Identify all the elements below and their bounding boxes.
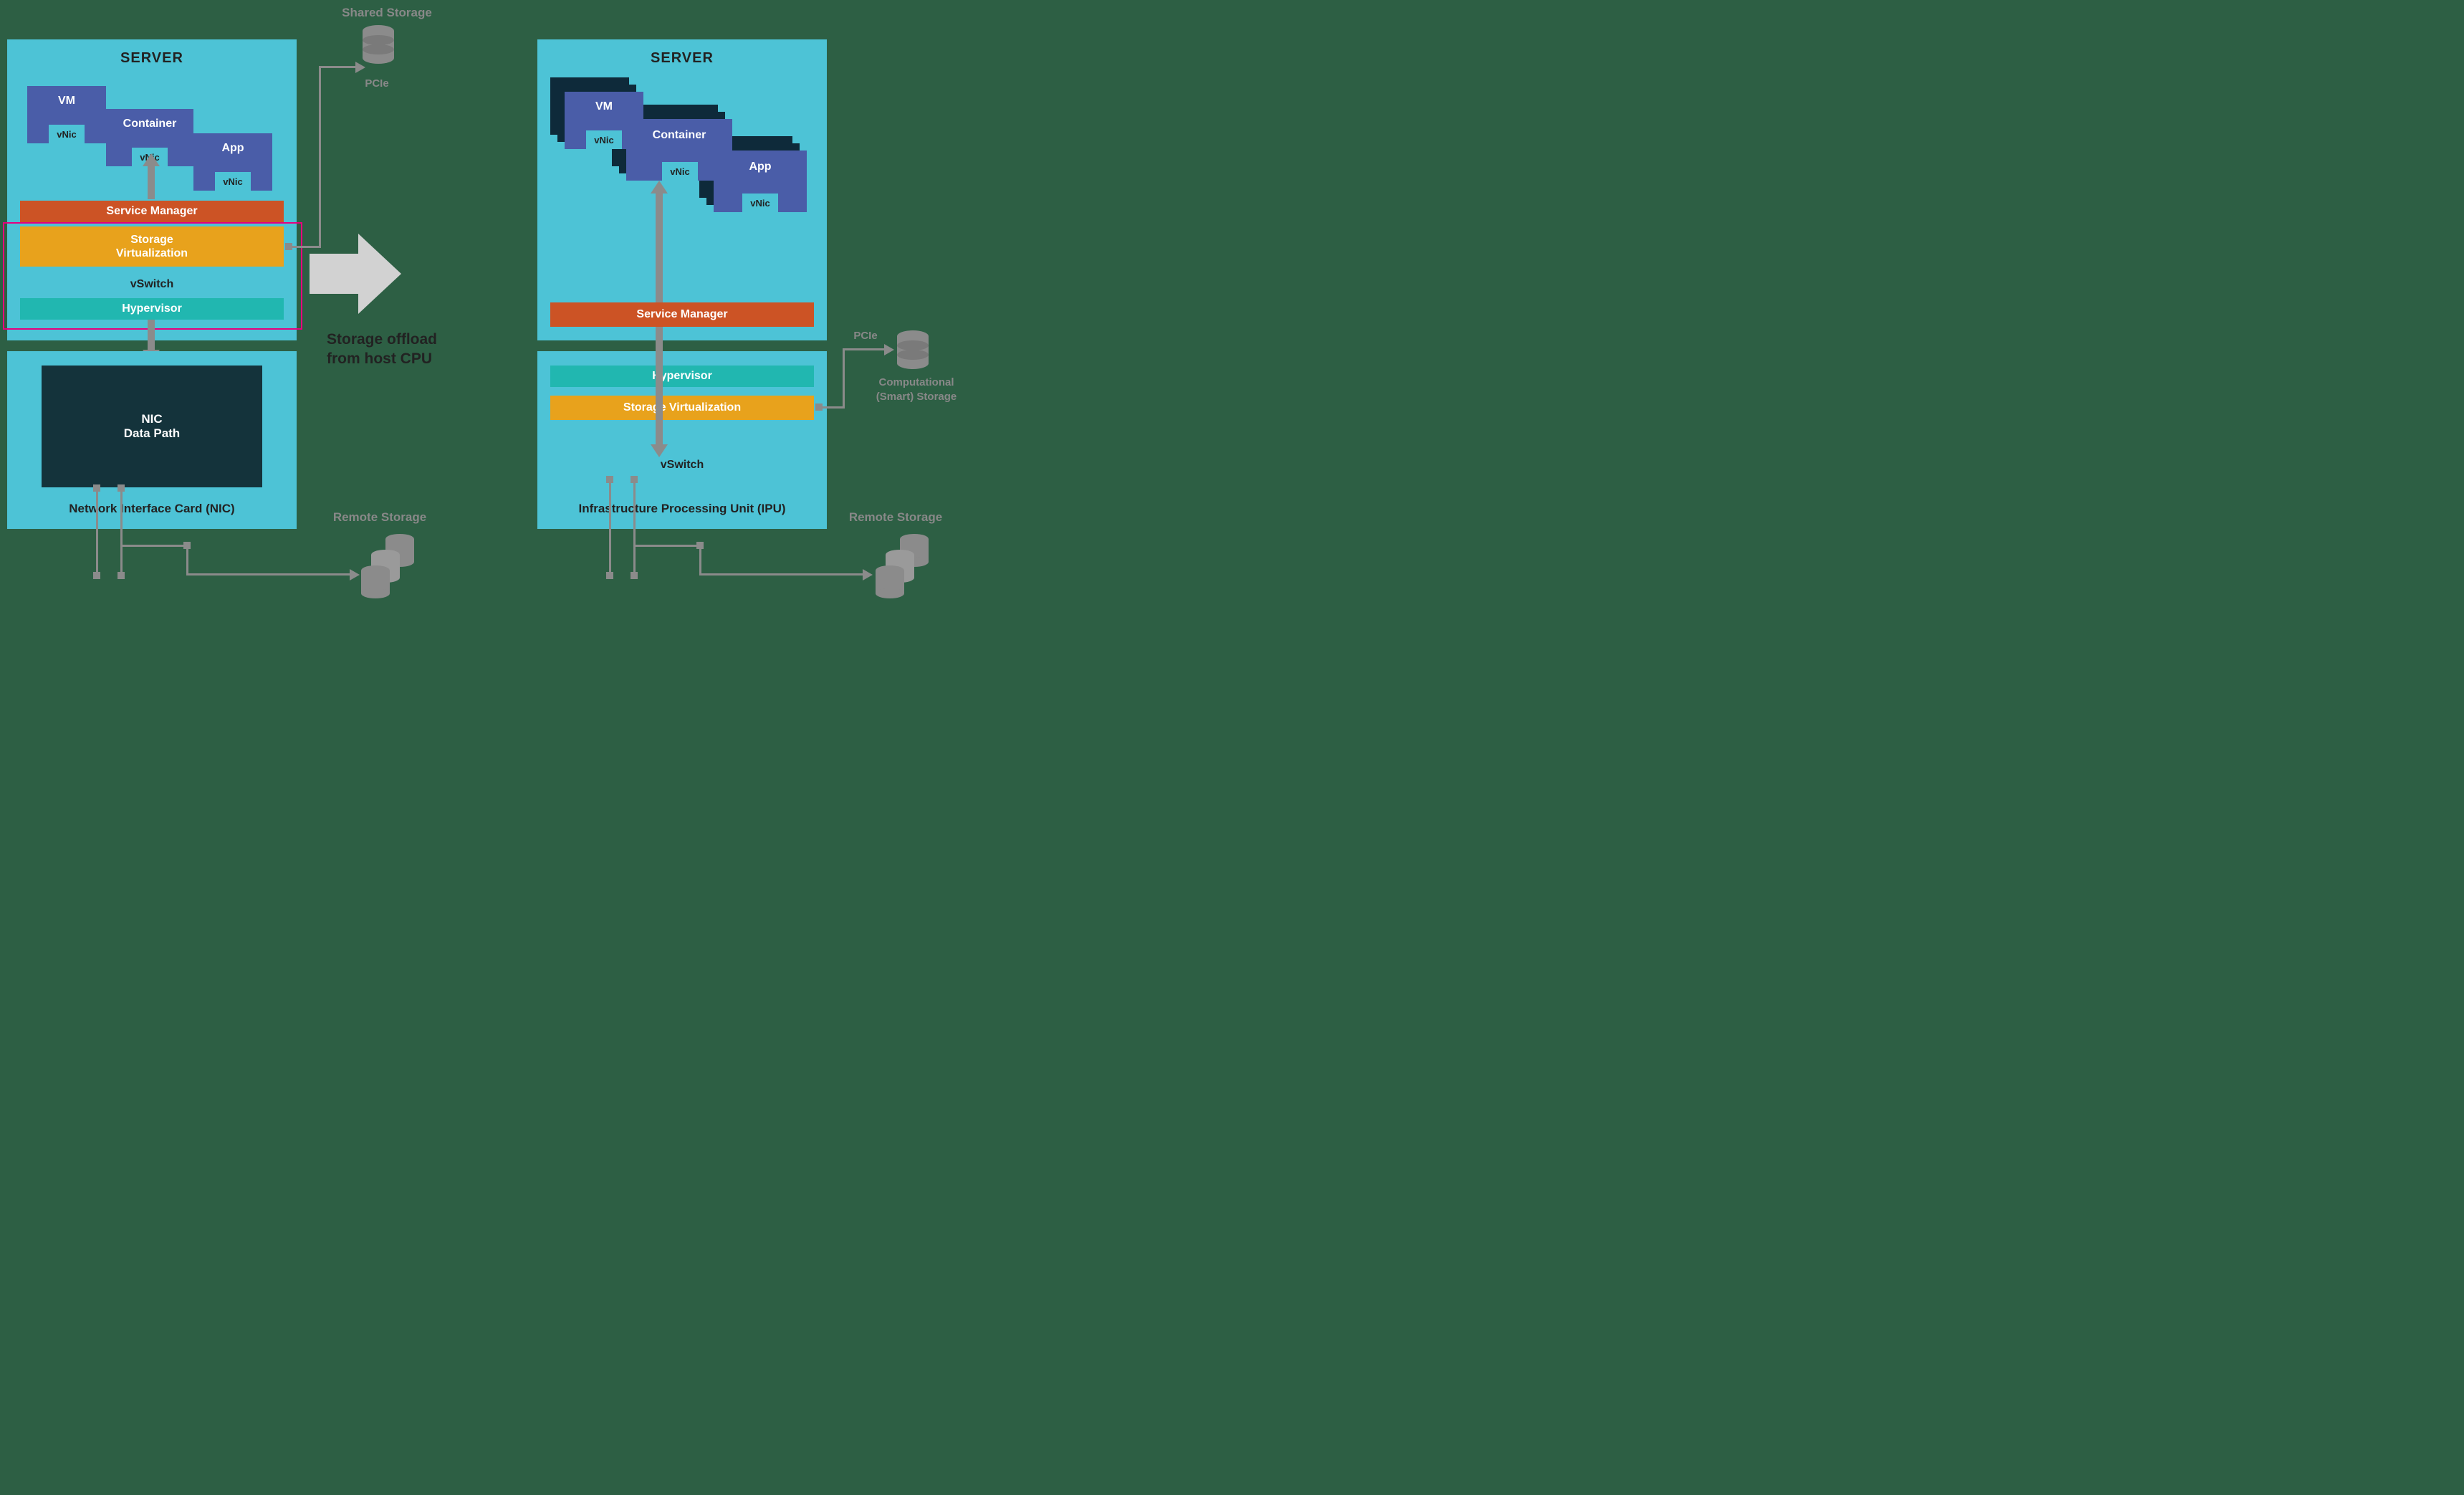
left-port1-end (93, 572, 100, 579)
right-vswitch: vSwitch (550, 459, 814, 472)
right-hypervisor: Hypervisor (550, 366, 814, 387)
left-app: App vNic (193, 133, 272, 191)
left-container-label: Container (106, 118, 193, 130)
left-sv-conn-arrow (355, 62, 365, 73)
right-container-label: Container (626, 129, 732, 142)
right-port2-sq (631, 476, 638, 483)
left-server-title: SERVER (7, 50, 297, 67)
right-smart-storage-l2: (Smart) Storage (876, 391, 957, 403)
left-port2-sq (118, 484, 125, 492)
right-server-title: SERVER (537, 50, 827, 67)
right-port1-v (609, 479, 611, 573)
left-app-vnic: vNic (215, 172, 251, 191)
right-app-vnic: vNic (742, 194, 778, 212)
left-nic-l2: Data Path (124, 426, 180, 441)
right-ipu-title: Infrastructure Processing Unit (IPU) (537, 502, 827, 516)
right-remote-branch-h0 (633, 545, 701, 547)
left-port2-v (120, 487, 123, 573)
right-sv-conn-node (815, 403, 823, 411)
left-nic-title: Network Interface Card (NIC) (7, 502, 297, 516)
right-port1-sq (606, 476, 613, 483)
right-sv-conn-arrow (884, 344, 894, 355)
right-smart-storage-l1: Computational (879, 376, 954, 388)
left-highlight-box (3, 222, 302, 330)
right-remote-arrow (863, 569, 873, 581)
left-service-manager: Service Manager (20, 201, 284, 222)
pcie-label-left: PCIe (355, 77, 398, 90)
left-sv-conn-node (285, 243, 292, 250)
left-port1-v (96, 487, 98, 573)
right-container-vnic: vNic (662, 162, 698, 181)
right-service-manager: Service Manager (550, 302, 814, 327)
right-arrow-to-vswitch-head (651, 444, 668, 457)
right-sv-conn-h2 (843, 348, 886, 350)
right-app-label: App (714, 161, 807, 173)
right-sv-conn-h (823, 406, 844, 409)
left-app-label: App (193, 142, 272, 155)
right-sv-conn-v (843, 348, 845, 409)
left-vm-label: VM (27, 95, 106, 108)
right-port2-v (633, 479, 636, 573)
left-remote-branch-h (186, 573, 351, 575)
left-remote-branch-v (186, 545, 188, 575)
left-vm: VM vNic (27, 86, 106, 143)
left-remote-storage-label: Remote Storage (315, 510, 444, 525)
right-arrow-to-vswitch (656, 327, 663, 446)
right-port1-end (606, 572, 613, 579)
left-port1-sq (93, 484, 100, 492)
center-caption-l2: from host CPU (327, 350, 432, 367)
center-big-arrow-shaft (310, 254, 360, 294)
left-arrow-workload-down (148, 163, 155, 199)
right-remote-node (696, 542, 704, 549)
right-remote-storage-label: Remote Storage (831, 510, 960, 525)
right-vm-vnic: vNic (586, 130, 622, 149)
right-remote-branch-v (699, 545, 701, 575)
right-arrow-workload (656, 191, 663, 302)
left-port2-end (118, 572, 125, 579)
right-arrow-workload-up (651, 181, 668, 194)
center-caption-l1: Storage offload (327, 331, 437, 348)
pcie-label-right: PCIe (844, 330, 887, 342)
left-arrow-to-nic (148, 320, 155, 351)
right-port2-end (631, 572, 638, 579)
right-smart-storage-label: Computational (Smart) Storage (855, 376, 977, 403)
left-nic-l1: NIC (141, 412, 162, 426)
left-nic-box: NIC Data Path (42, 366, 262, 487)
center-big-arrow-head (358, 234, 401, 314)
left-sv-conn-v (319, 66, 321, 248)
right-app: App vNic (714, 151, 807, 212)
right-storage-virt: Storage Virtualization (550, 396, 814, 420)
center-caption: Storage offload from host CPU (327, 330, 499, 369)
left-remote-storage-icon (358, 533, 423, 605)
shared-storage-icon (361, 24, 396, 65)
left-sv-conn-h (292, 246, 321, 248)
shared-storage-label: Shared Storage (315, 6, 459, 20)
right-remote-storage-icon (873, 533, 937, 605)
right-vm-label: VM (565, 100, 643, 113)
right-smart-storage-icon (896, 330, 930, 370)
right-remote-branch-h (699, 573, 864, 575)
left-vm-vnic: vNic (49, 125, 85, 143)
left-sv-conn-h2 (319, 66, 358, 68)
left-arrow-workload-up-head (143, 153, 160, 166)
left-remote-branch-h0 (120, 545, 188, 547)
